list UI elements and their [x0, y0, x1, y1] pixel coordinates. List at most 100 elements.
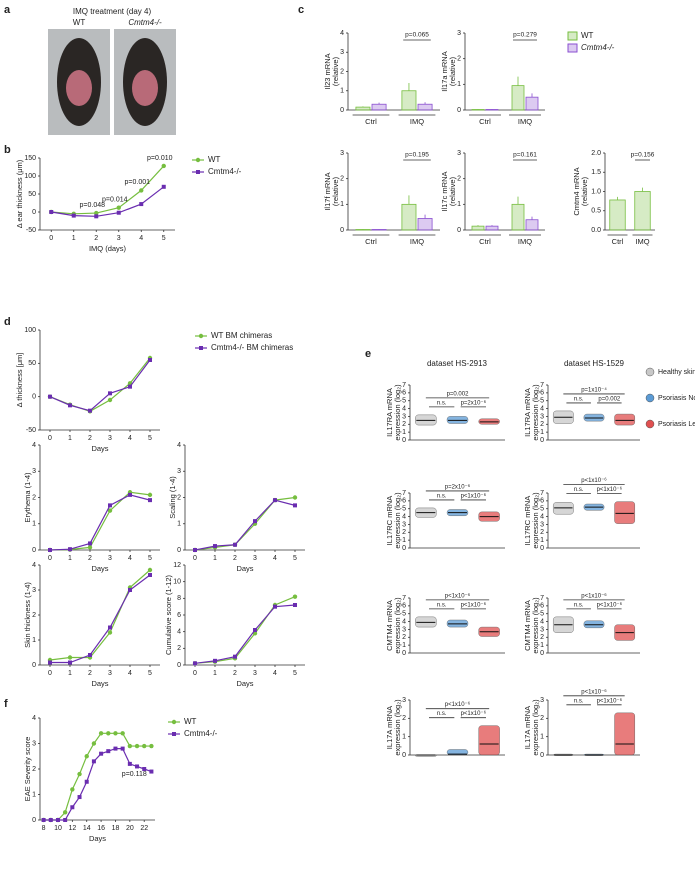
- annotation: n.s.: [437, 494, 447, 500]
- x-tick-label: Ctrl: [365, 117, 377, 126]
- y-tick-label: 7: [540, 595, 544, 602]
- y-tick-label: 1: [177, 521, 181, 528]
- y-tick-label: 1.5: [591, 169, 601, 176]
- point: [148, 498, 152, 503]
- point: [193, 661, 197, 666]
- legend-label: Cmtm4-/-: [208, 167, 242, 176]
- point: [148, 573, 152, 577]
- y-tick-label: 2: [402, 529, 406, 536]
- y-tick-label: 6: [540, 498, 544, 505]
- x-tick-label: 4: [128, 435, 132, 442]
- point: [149, 769, 154, 774]
- dot-spread: [614, 413, 635, 426]
- legend-label: WT: [184, 717, 197, 726]
- y-tick-label: 0: [540, 650, 544, 657]
- point: [62, 810, 68, 815]
- bar: [471, 109, 485, 111]
- y-tick-label: 1: [402, 537, 406, 544]
- y-tick-label: 4: [177, 442, 181, 449]
- annotation: p=0.002: [598, 397, 621, 403]
- point: [292, 495, 298, 500]
- x-tick-label: Ctrl: [479, 237, 491, 246]
- point: [84, 754, 89, 759]
- y-tick-label: 4: [540, 618, 544, 625]
- x-tick-label: 16: [97, 825, 105, 832]
- y-tick-label: 2: [32, 612, 36, 619]
- point: [273, 604, 277, 609]
- point: [147, 492, 153, 498]
- point: [113, 746, 118, 751]
- x-tick-label: 0: [193, 670, 197, 677]
- legend-label: WT BM chimeras: [211, 331, 272, 340]
- y-tick-label: 2: [540, 529, 544, 536]
- y-tick-label: 150: [24, 155, 36, 162]
- y-tick-label: 1: [32, 791, 36, 798]
- x-tick-label: 5: [293, 670, 297, 677]
- x-tick-label: 2: [233, 555, 237, 562]
- y-axis-label: Erythema (1-4): [23, 472, 32, 523]
- y-tick-label: 2: [402, 715, 406, 722]
- x-tick-label: 1: [213, 670, 217, 677]
- point: [98, 731, 104, 736]
- x-axis-label: Days: [91, 564, 108, 573]
- annotation: p<1x10⁻⁶: [581, 688, 607, 695]
- point: [161, 184, 166, 189]
- x-tick-label: 3: [108, 555, 112, 562]
- legend-marker: [567, 43, 578, 53]
- y-axis-label: Il17a mRNA: [440, 51, 449, 91]
- legend-marker: [199, 346, 203, 350]
- x-tick-label: 3: [253, 555, 257, 562]
- y-axis-label: IL17RA mRNA: [385, 388, 394, 437]
- x-tick-label: 4: [273, 670, 277, 677]
- y-tick-label: 3: [32, 587, 36, 594]
- y-axis-label: expression (log₂): [393, 597, 402, 654]
- annotation: p=2x10⁻⁶: [445, 484, 471, 491]
- y-tick-label: 0: [457, 107, 461, 114]
- point: [91, 759, 96, 764]
- x-tick-label: 2: [88, 555, 92, 562]
- y-tick-label: 3: [340, 49, 344, 56]
- y-tick-label: 1: [402, 642, 406, 649]
- skin: [132, 70, 158, 106]
- legend-label: Healthy skin: [658, 369, 695, 376]
- x-tick-label: 1: [213, 555, 217, 562]
- y-axis-label: Δ ear thickness (μm): [15, 159, 24, 228]
- legend-marker: [645, 419, 655, 429]
- bar: [371, 103, 387, 111]
- y-tick-label: 1: [540, 734, 544, 741]
- annotation: p<1x10⁻⁶: [461, 493, 487, 500]
- point: [142, 767, 147, 771]
- y-tick-label: 3: [340, 150, 344, 157]
- y-axis-label: (relative): [331, 56, 340, 86]
- y-tick-label: 5: [402, 506, 406, 513]
- annotation: n.s.: [574, 602, 584, 608]
- x-tick-label: Ctrl: [479, 117, 491, 126]
- y-tick-label: -50: [26, 427, 36, 434]
- point: [108, 391, 112, 396]
- photo-label: Cmtm4-/-: [128, 18, 162, 27]
- annotation: n.s.: [574, 487, 584, 493]
- point: [148, 358, 152, 362]
- column-title: dataset HS-2913: [427, 359, 488, 368]
- y-tick-label: 1: [32, 521, 36, 528]
- y-tick-label: 6: [402, 498, 406, 505]
- annotation: n.s.: [437, 602, 447, 608]
- y-tick-label: -50: [26, 227, 36, 234]
- y-axis-label: Δ thickness [μm]: [15, 353, 24, 408]
- point: [68, 547, 72, 552]
- y-tick-label: 0: [32, 547, 36, 554]
- y-tick-label: 0: [402, 545, 406, 552]
- point: [293, 503, 297, 508]
- x-tick-label: 18: [112, 825, 120, 832]
- bar: [525, 96, 539, 111]
- point: [193, 548, 197, 552]
- y-axis-label: IL17RC mRNA: [385, 496, 394, 546]
- series-line: [49, 494, 151, 551]
- annotation: p<1x10⁻⁶: [461, 710, 487, 717]
- annotation: p=0.014: [102, 197, 128, 204]
- y-tick-label: 7: [402, 595, 406, 602]
- y-tick-label: 0: [177, 662, 181, 669]
- y-tick-label: 10: [173, 579, 181, 586]
- series-line: [194, 496, 296, 551]
- y-tick-label: 4: [540, 513, 544, 520]
